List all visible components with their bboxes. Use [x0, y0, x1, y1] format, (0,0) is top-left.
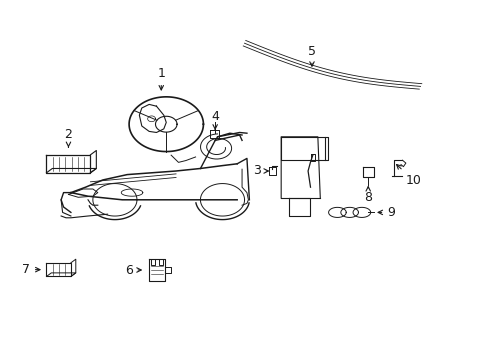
- Text: 10: 10: [396, 165, 420, 186]
- Text: 1: 1: [157, 67, 165, 90]
- Text: 6: 6: [124, 264, 141, 276]
- Text: 3: 3: [252, 165, 268, 177]
- Text: 9: 9: [377, 206, 394, 219]
- Text: 8: 8: [364, 186, 371, 204]
- Text: 7: 7: [22, 263, 40, 276]
- Text: 4: 4: [211, 111, 219, 129]
- Text: 2: 2: [64, 129, 72, 147]
- Text: 5: 5: [307, 45, 315, 66]
